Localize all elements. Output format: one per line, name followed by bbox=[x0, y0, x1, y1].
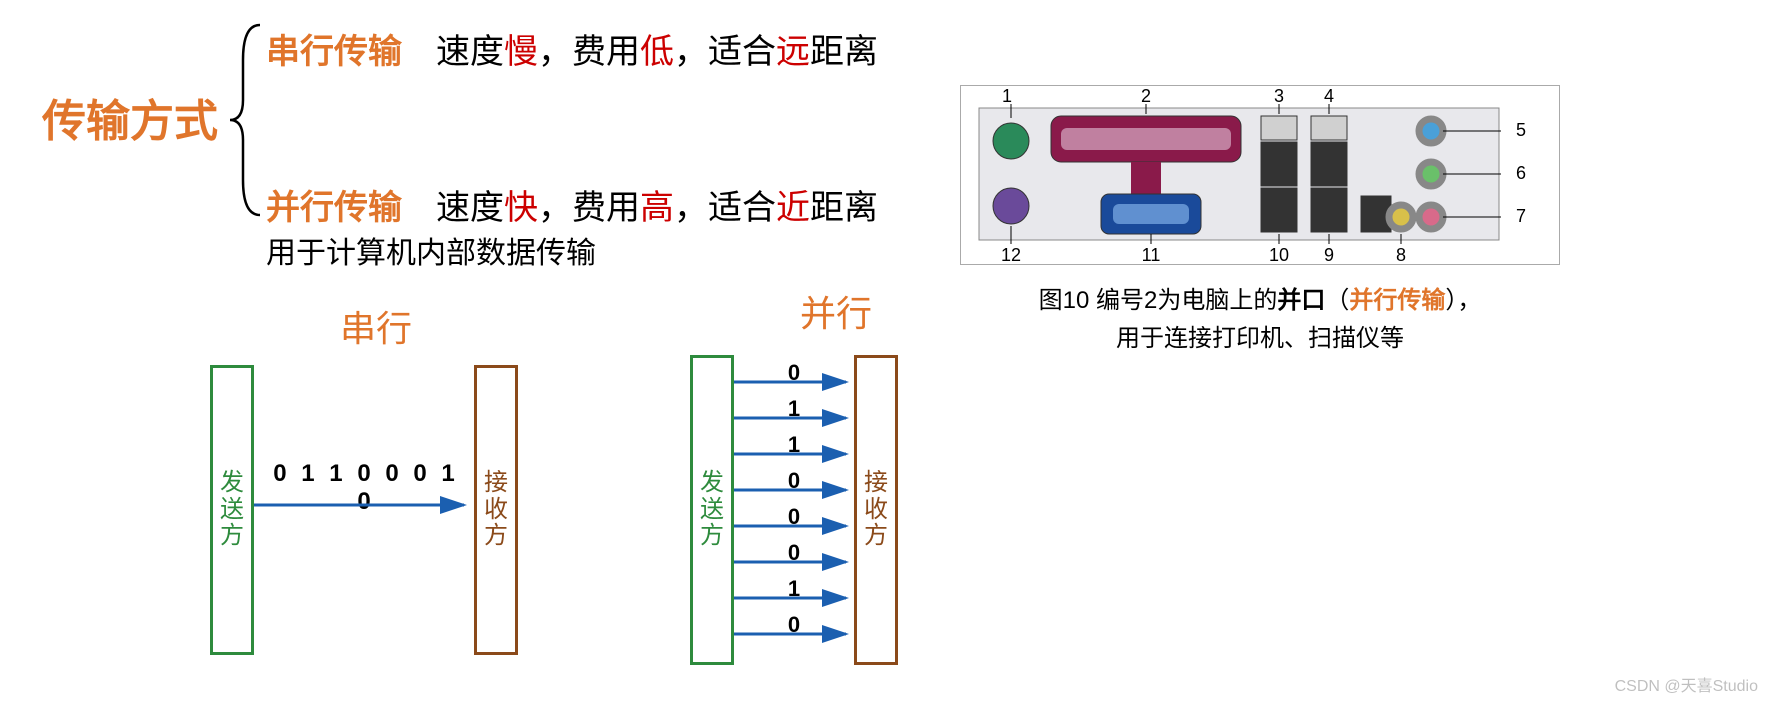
parallel-diag-title: 并行 bbox=[800, 285, 872, 337]
main-title: 传输方式 bbox=[42, 85, 218, 149]
serial-sender-label: 发送方 bbox=[220, 470, 244, 549]
parallel-name: 并行传输 bbox=[266, 189, 402, 227]
parallel-bit-label: 0 bbox=[784, 360, 804, 386]
svg-text:6: 6 bbox=[1516, 163, 1526, 183]
parallel-sender-label: 发送方 bbox=[700, 470, 724, 549]
serial-name: 串行传输 bbox=[266, 33, 402, 71]
svg-text:11: 11 bbox=[1142, 245, 1161, 265]
brace-icon bbox=[225, 20, 265, 220]
svg-text:12: 12 bbox=[1001, 245, 1021, 265]
serial-recv-label: 接收方 bbox=[484, 470, 508, 549]
parallel-bit-label: 1 bbox=[784, 576, 804, 602]
parallel-recv-box: 接收方 bbox=[854, 355, 898, 665]
parallel-sender-box: 发送方 bbox=[690, 355, 734, 665]
parallel-extra: 用于计算机内部数据传输 bbox=[266, 228, 596, 272]
parallel-recv-label: 接收方 bbox=[864, 470, 888, 549]
serial-sender-box: 发送方 bbox=[210, 365, 254, 655]
svg-text:2: 2 bbox=[1141, 86, 1151, 106]
svg-text:4: 4 bbox=[1324, 86, 1334, 106]
usb-3 bbox=[1261, 116, 1297, 232]
diagrams-container: 串行 发送方 0 1 1 0 0 0 1 0 接收方 并行 发送方 011000… bbox=[210, 300, 1010, 690]
parallel-bit-label: 0 bbox=[784, 612, 804, 638]
svg-text:10: 10 bbox=[1269, 245, 1289, 265]
svg-text:9: 9 bbox=[1324, 245, 1334, 265]
io-caption: 图10 编号2为电脑上的并口（并行传输）， 用于连接打印机、扫描仪等 bbox=[960, 282, 1560, 359]
parallel-bit-label: 0 bbox=[784, 540, 804, 566]
serial-recv-box: 接收方 bbox=[474, 365, 518, 655]
parallel-bit-label: 1 bbox=[784, 432, 804, 458]
parallel-bit-label: 0 bbox=[784, 504, 804, 530]
parallel-desc: 速度快，费用高，适合近距离 bbox=[402, 189, 878, 227]
watermark: CSDN @天喜Studio bbox=[1615, 672, 1758, 696]
parallel-bit-label: 0 bbox=[784, 468, 804, 494]
parallel-bit-label: 1 bbox=[784, 396, 804, 422]
cap-prefix: 图10 编号2为电脑上的 bbox=[1039, 287, 1278, 314]
title-text: 传输方式 bbox=[42, 97, 218, 146]
svg-text:7: 7 bbox=[1516, 206, 1526, 226]
cap-paren-r: ）， bbox=[1445, 287, 1481, 314]
parallel-arrows: 0 1 1 0 0 0 1 0 bbox=[734, 360, 854, 660]
parallel-row: 并行传输 速度快，费用高，适合近距离 bbox=[266, 180, 878, 229]
svg-text:8: 8 bbox=[1396, 245, 1406, 265]
io-panel-svg: 1 2 3 4 5 6 7 8 9 10 11 12 bbox=[960, 85, 1560, 265]
usb-4 bbox=[1311, 116, 1347, 232]
serial-diag-title: 串行 bbox=[340, 300, 412, 352]
cap-bold: 并口 bbox=[1277, 287, 1325, 314]
cap-paren-l: （ bbox=[1325, 287, 1349, 314]
serial-desc: 速度慢，费用低，适合远距离 bbox=[402, 33, 878, 71]
io-panel: 1 2 3 4 5 6 7 8 9 10 11 12 bbox=[960, 85, 1560, 359]
serial-row: 串行传输 速度慢，费用低，适合远距离 bbox=[266, 24, 878, 73]
cap-line2: 用于连接打印机、扫描仪等 bbox=[1116, 325, 1404, 352]
svg-text:3: 3 bbox=[1274, 86, 1284, 106]
serial-diagram: 串行 发送方 0 1 1 0 0 0 1 0 接收方 bbox=[210, 300, 530, 690]
svg-text:1: 1 bbox=[1002, 86, 1012, 106]
serial-arrow-icon bbox=[254, 495, 474, 515]
svg-text:5: 5 bbox=[1516, 120, 1526, 140]
cap-hl: 并行传输 bbox=[1349, 287, 1445, 314]
